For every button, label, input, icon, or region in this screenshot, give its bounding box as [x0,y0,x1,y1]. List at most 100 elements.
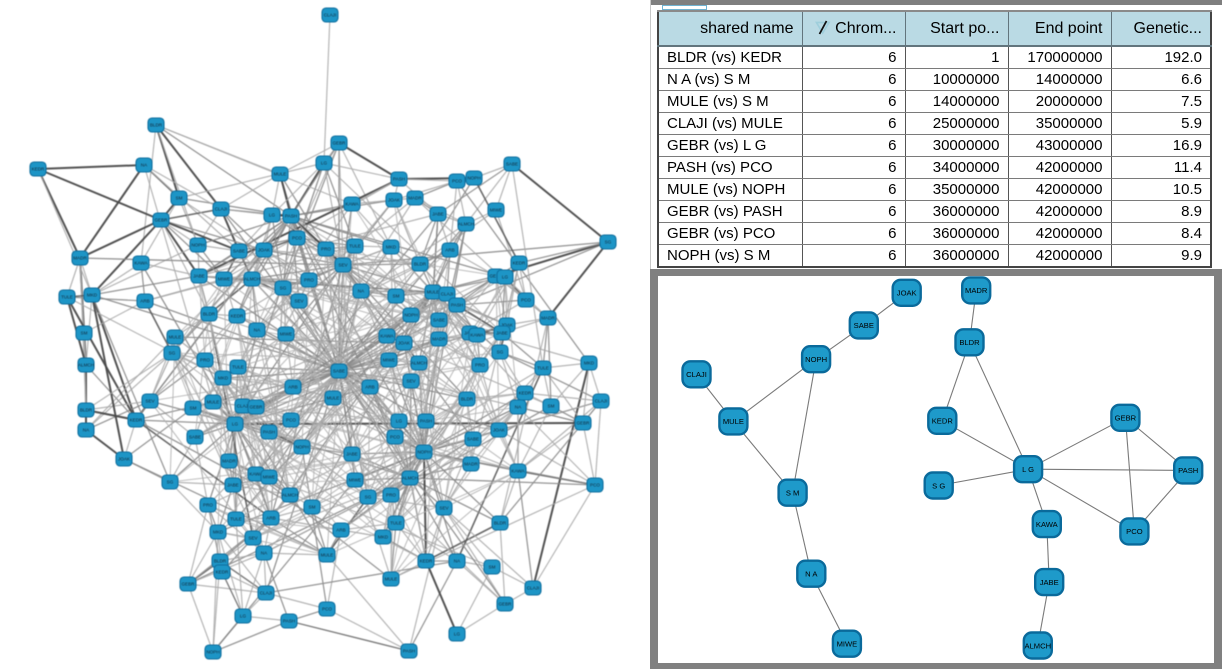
svg-text:GEBR: GEBR [576,421,590,426]
svg-text:MULE: MULE [427,290,440,295]
svg-text:CLAJI: CLAJI [324,13,337,18]
svg-text:CLAJI: CLAJI [215,207,228,212]
svg-text:JOAK: JOAK [398,341,411,346]
svg-text:MADR: MADR [408,196,422,201]
svg-text:MULE: MULE [207,400,220,405]
svg-text:KAWA: KAWA [511,469,525,474]
svg-text:NA: NA [515,405,522,410]
svg-text:SABE: SABE [433,318,445,323]
svg-text:CLAJI: CLAJI [686,370,707,379]
svg-text:JOAK: JOAK [493,428,506,433]
svg-text:KAWA: KAWA [380,334,394,339]
svg-text:NOPH: NOPH [805,355,827,364]
svg-text:KEDR: KEDR [519,391,532,396]
svg-text:LG: LG [396,419,403,424]
svg-text:ALMCH: ALMCH [1025,641,1052,650]
svg-text:ALMCH: ALMCH [244,277,260,282]
svg-text:SM: SM [548,404,555,409]
svg-text:SEV: SEV [439,506,449,511]
svg-text:TULE: TULE [232,365,244,370]
svg-text:TULE: TULE [61,295,73,300]
svg-text:BLDR: BLDR [494,521,507,526]
svg-text:MIWE: MIWE [263,475,276,480]
svg-text:PASH: PASH [285,214,297,219]
svg-text:LG: LG [269,213,276,218]
svg-text:MULE: MULE [274,172,287,177]
svg-text:PASH: PASH [451,303,463,308]
svg-text:SM: SM [176,196,183,201]
svg-text:PRO: PRO [203,503,213,508]
svg-text:TULE: TULE [349,244,361,249]
svg-text:MKD: MKD [584,361,595,366]
svg-text:MIWE: MIWE [837,640,858,649]
svg-text:NA: NA [454,559,461,564]
svg-text:PCO: PCO [1126,527,1143,536]
svg-text:LG: LG [454,632,461,637]
svg-text:MADR: MADR [541,316,555,321]
svg-text:SM: SM [309,505,316,510]
svg-text:MIWE: MIWE [490,208,503,213]
svg-text:CLAJI: CLAJI [527,586,540,591]
svg-text:BLDR: BLDR [959,338,980,347]
svg-text:PCO: PCO [521,298,531,303]
svg-text:N A: N A [805,570,818,579]
svg-text:SABE: SABE [333,369,345,374]
svg-text:NOPH: NOPH [295,445,308,450]
svg-text:PRO: PRO [200,358,210,363]
svg-text:PRO: PRO [321,247,331,252]
svg-text:SG: SG [365,495,372,500]
svg-text:GEBR: GEBR [154,218,168,223]
svg-text:MIWE: MIWE [383,358,396,363]
svg-text:ARB: ARB [140,299,149,304]
svg-text:SEV: SEV [406,379,416,384]
svg-text:ALMCH: ALMCH [458,222,474,227]
svg-text:KEDR: KEDR [420,559,433,564]
svg-text:MULE: MULE [169,335,182,340]
svg-text:NA: NA [141,163,148,168]
svg-text:SM: SM [81,331,88,336]
svg-text:PRO: PRO [304,278,314,283]
svg-text:JABE: JABE [432,212,444,217]
svg-text:SG: SG [497,350,504,355]
svg-text:JABE: JABE [1040,578,1059,587]
svg-text:KEDR: KEDR [932,417,954,426]
svg-text:SEV: SEV [248,536,258,541]
svg-text:SABE: SABE [233,249,245,254]
svg-text:NA: NA [358,289,365,294]
svg-text:MKD: MKD [378,535,389,540]
svg-text:PRO: PRO [475,363,485,368]
svg-text:TULE: TULE [230,517,242,522]
svg-text:LG: LG [240,614,247,619]
svg-text:JABE: JABE [346,452,358,457]
svg-text:BLDR: BLDR [414,262,427,267]
svg-text:KAWA: KAWA [134,261,148,266]
svg-text:SEV: SEV [338,263,348,268]
svg-text:KEDR: KEDR [513,261,526,266]
svg-text:PASH: PASH [263,430,275,435]
svg-text:SABE: SABE [189,435,201,440]
svg-text:GEBR: GEBR [181,582,195,587]
svg-text:KAWA: KAWA [1036,520,1059,529]
svg-text:PCO: PCO [286,418,296,423]
svg-text:MIWE: MIWE [280,332,293,337]
svg-text:GEBR: GEBR [489,274,503,279]
svg-text:JOAK: JOAK [118,457,131,462]
svg-text:ARB: ARB [266,516,275,521]
svg-text:MKD: MKD [213,530,224,535]
svg-text:PASH: PASH [283,619,295,624]
svg-text:CLAJI: CLAJI [441,292,454,297]
svg-text:NOPH: NOPH [191,243,204,248]
svg-text:BLDR: BLDR [214,559,227,564]
svg-text:ARB: ARB [288,385,297,390]
svg-text:SABE: SABE [467,437,479,442]
svg-text:SEV: SEV [294,299,304,304]
svg-text:BLDR: BLDR [461,397,474,402]
svg-text:MADR: MADR [432,337,446,342]
svg-text:MKD: MKD [218,376,229,381]
svg-text:MKD: MKD [386,245,397,250]
svg-text:SM: SM [190,406,197,411]
svg-text:KAWA: KAWA [249,472,263,477]
svg-text:LG: LG [502,275,509,280]
svg-text:TULE: TULE [390,521,402,526]
svg-text:NA: NA [261,551,268,556]
